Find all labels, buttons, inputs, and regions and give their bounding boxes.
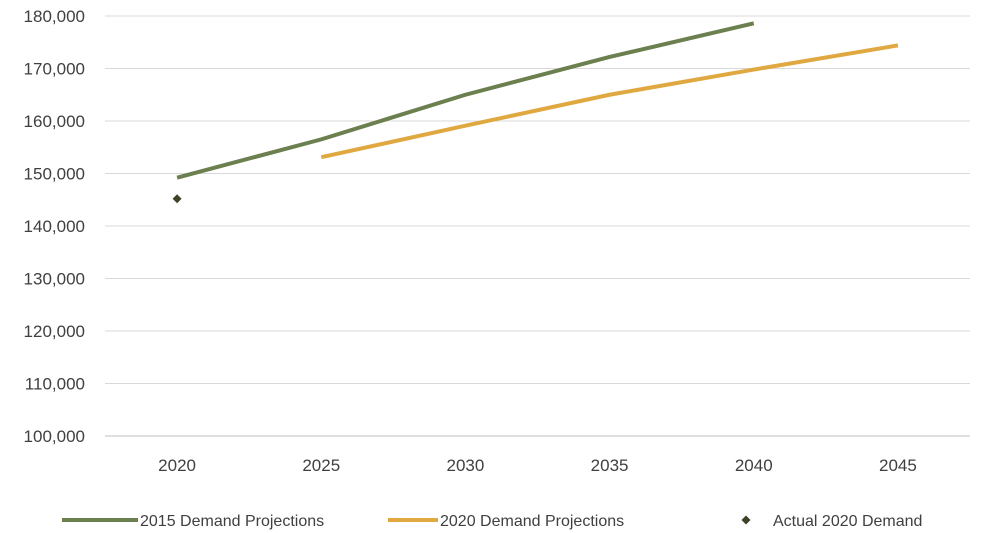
x-axis: 2020 2025 2030 2035 2040 2045: [158, 456, 917, 475]
x-tick-label: 2040: [735, 456, 773, 475]
data-point: [319, 137, 323, 141]
x-tick-label: 2035: [591, 456, 629, 475]
series-2: [319, 43, 900, 160]
series-1: [175, 21, 756, 180]
series-layer: [172, 21, 900, 204]
data-point: [175, 176, 179, 180]
gridlines: [105, 15, 970, 437]
data-point: [608, 93, 612, 97]
data-point: [752, 68, 756, 72]
data-point: [463, 124, 467, 128]
y-tick-label: 110,000: [25, 375, 85, 394]
legend-item: 2020 Demand Projections: [388, 513, 624, 530]
y-tick-label: 140,000: [24, 217, 85, 236]
series-3: [172, 194, 182, 204]
legend-item: Actual 2020 Demand: [741, 513, 922, 530]
y-tick-label: 160,000: [24, 112, 85, 131]
data-point: [319, 155, 323, 159]
legend-label: 2020 Demand Projections: [440, 513, 624, 530]
data-point: [608, 55, 612, 59]
x-tick-label: 2045: [879, 456, 917, 475]
legend-item: 2015 Demand Projections: [62, 513, 324, 530]
y-tick-label: 100,000: [24, 427, 85, 446]
y-tick-label: 180,000: [24, 7, 85, 26]
series-line: [320, 43, 899, 160]
x-tick-label: 2025: [302, 456, 340, 475]
legend-swatch: [741, 515, 751, 525]
series-line: [176, 21, 755, 180]
y-axis: 100,000 110,000 120,000 130,000 140,000 150,0…: [24, 7, 85, 446]
data-point: [896, 43, 900, 47]
legend-label: 2015 Demand Projections: [140, 513, 324, 530]
diamond-marker: [172, 194, 182, 204]
y-tick-label: 120,000: [24, 322, 85, 341]
y-tick-label: 170,000: [24, 60, 85, 79]
x-tick-label: 2020: [158, 456, 196, 475]
legend-label: Actual 2020 Demand: [773, 513, 922, 530]
data-point: [463, 93, 467, 97]
legend: 2015 Demand Projections 2020 Demand Proje…: [62, 513, 922, 530]
data-point: [752, 21, 756, 25]
x-tick-label: 2030: [447, 456, 485, 475]
y-tick-label: 150,000: [24, 165, 85, 184]
y-tick-label: 130,000: [24, 270, 85, 289]
